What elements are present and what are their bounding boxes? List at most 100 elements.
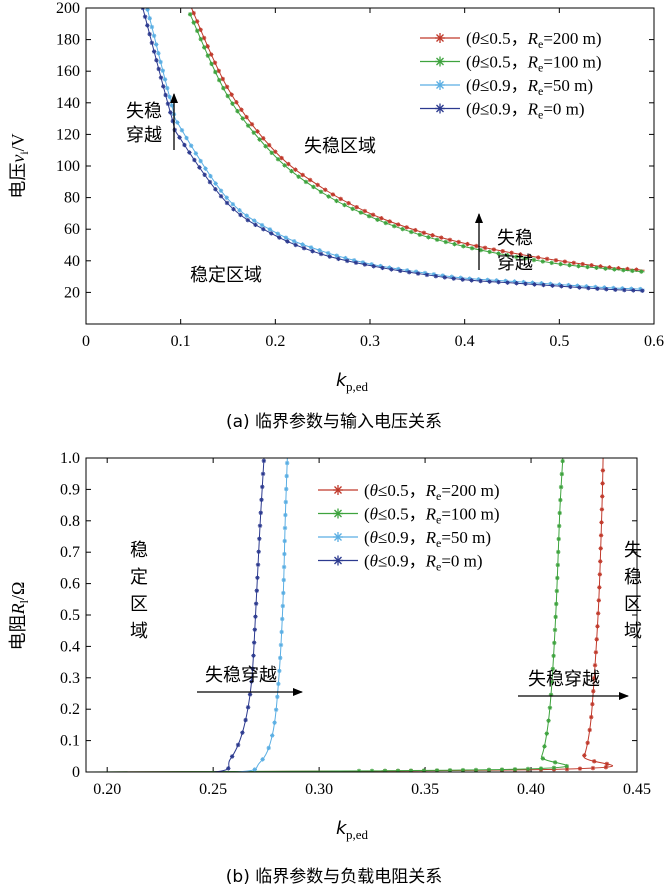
series-2-marker bbox=[154, 42, 159, 47]
legend-entry-3: (θ≤0.9，Re=0 m) bbox=[318, 552, 483, 574]
series-0-marker bbox=[592, 663, 598, 668]
chart-b-stable-char-2: 定 bbox=[130, 567, 148, 588]
series-3-marker bbox=[301, 245, 307, 251]
series-1-marker bbox=[303, 179, 309, 185]
series-2-marker bbox=[213, 181, 218, 186]
legend-entry-2: (θ≤0.9，Re=50 m) bbox=[318, 528, 491, 550]
series-3-marker bbox=[327, 254, 332, 259]
series-1-marker bbox=[198, 36, 203, 42]
x-tick-label: 0.4 bbox=[455, 333, 475, 350]
series-2-marker bbox=[282, 525, 288, 531]
series-2-marker bbox=[260, 757, 265, 762]
series-2-marker bbox=[325, 250, 331, 256]
series-0-marker bbox=[205, 44, 210, 49]
series-2-marker bbox=[281, 564, 287, 570]
legend-label: (θ≤0.5，Re=200 m) bbox=[364, 481, 500, 503]
series-1-marker bbox=[311, 184, 316, 190]
chart-b-stable-char-3: 区 bbox=[130, 594, 148, 615]
series-3-marker bbox=[247, 692, 253, 697]
series-1-marker bbox=[434, 237, 440, 242]
series-0-marker bbox=[491, 247, 497, 252]
series-3-marker bbox=[261, 458, 267, 464]
series-0-marker bbox=[599, 507, 605, 512]
series-1-marker bbox=[555, 562, 561, 568]
svg-text:p,ed: p,ed bbox=[346, 827, 369, 842]
series-2-marker bbox=[277, 668, 282, 674]
series-0-marker bbox=[598, 546, 603, 551]
y-tick-label: 0.6 bbox=[60, 576, 80, 593]
series-0-marker bbox=[553, 258, 559, 263]
series-1-marker bbox=[326, 194, 331, 199]
series-0-marker bbox=[293, 167, 298, 172]
series-1-marker bbox=[452, 241, 457, 247]
series-3-marker bbox=[595, 286, 600, 291]
series-0-marker bbox=[286, 161, 291, 167]
y-tick-label: 40 bbox=[64, 253, 80, 270]
series-1-marker bbox=[621, 267, 626, 273]
series-0-marker bbox=[220, 76, 225, 82]
series-3-marker bbox=[257, 536, 262, 541]
series-3-marker bbox=[310, 248, 315, 254]
series-3-marker bbox=[277, 235, 282, 240]
series-3-marker bbox=[231, 206, 236, 212]
series-0-marker bbox=[536, 255, 541, 260]
series-0-marker bbox=[482, 245, 488, 251]
series-1-marker bbox=[522, 256, 528, 261]
series-3-marker bbox=[514, 281, 519, 286]
series-3-marker bbox=[142, 14, 148, 19]
series-3-marker bbox=[532, 282, 537, 287]
series-3-marker bbox=[163, 92, 168, 98]
series-2-marker bbox=[266, 745, 271, 751]
series-1-marker bbox=[245, 123, 251, 128]
series-2-marker bbox=[252, 218, 257, 223]
series-0-marker bbox=[474, 243, 479, 249]
series-2-marker bbox=[267, 227, 273, 232]
series-1-marker bbox=[350, 206, 355, 212]
series-3-marker bbox=[255, 562, 261, 567]
y-tick-label: 100 bbox=[56, 158, 80, 175]
series-0-marker bbox=[396, 222, 401, 227]
series-0-marker bbox=[201, 35, 207, 41]
legend-entry-0: (θ≤0.5，Re=200 m) bbox=[318, 481, 500, 503]
series-0-marker bbox=[430, 233, 435, 238]
series-0-marker bbox=[597, 572, 603, 577]
y-tick-label: 120 bbox=[56, 126, 80, 143]
series-2-marker bbox=[281, 590, 286, 596]
series-3-marker bbox=[253, 222, 258, 228]
series-3-marker bbox=[415, 271, 421, 276]
y-tick-label: 80 bbox=[64, 190, 80, 207]
series-3-marker bbox=[250, 666, 255, 671]
series-2-marker bbox=[273, 707, 279, 712]
y-tick-label: 0.8 bbox=[60, 513, 80, 530]
series-1-marker bbox=[205, 53, 211, 58]
series-2-marker bbox=[179, 128, 185, 133]
series-0-marker bbox=[600, 481, 605, 486]
series-0-marker bbox=[413, 227, 418, 233]
series-1-marker bbox=[417, 232, 422, 237]
series-0-marker bbox=[209, 52, 214, 57]
series-3-marker bbox=[207, 179, 213, 185]
svg-text:p,ed: p,ed bbox=[346, 379, 369, 394]
chart-a-crossing-label-2-line2: 穿越 bbox=[497, 253, 533, 274]
series-3-marker bbox=[269, 231, 274, 236]
series-3-marker bbox=[218, 194, 224, 199]
series-0-marker bbox=[594, 637, 599, 642]
series-3-marker bbox=[451, 276, 456, 281]
series-2-marker bbox=[160, 68, 166, 73]
series-0-marker bbox=[216, 68, 221, 74]
series-1-marker bbox=[551, 653, 556, 659]
series-2-marker bbox=[283, 499, 289, 505]
series-3-marker bbox=[192, 157, 197, 163]
y-tick-label: 60 bbox=[64, 221, 80, 238]
series-1-marker bbox=[213, 69, 218, 75]
series-1-marker bbox=[514, 254, 519, 260]
series-3-marker bbox=[631, 288, 636, 293]
series-2-marker bbox=[284, 473, 289, 479]
series-1-marker bbox=[499, 767, 505, 772]
series-1-marker bbox=[356, 768, 362, 772]
series-line-0 bbox=[86, 458, 613, 772]
series-1-marker bbox=[556, 536, 561, 542]
series-0-marker bbox=[188, 3, 192, 7]
series-1-marker bbox=[546, 718, 551, 723]
